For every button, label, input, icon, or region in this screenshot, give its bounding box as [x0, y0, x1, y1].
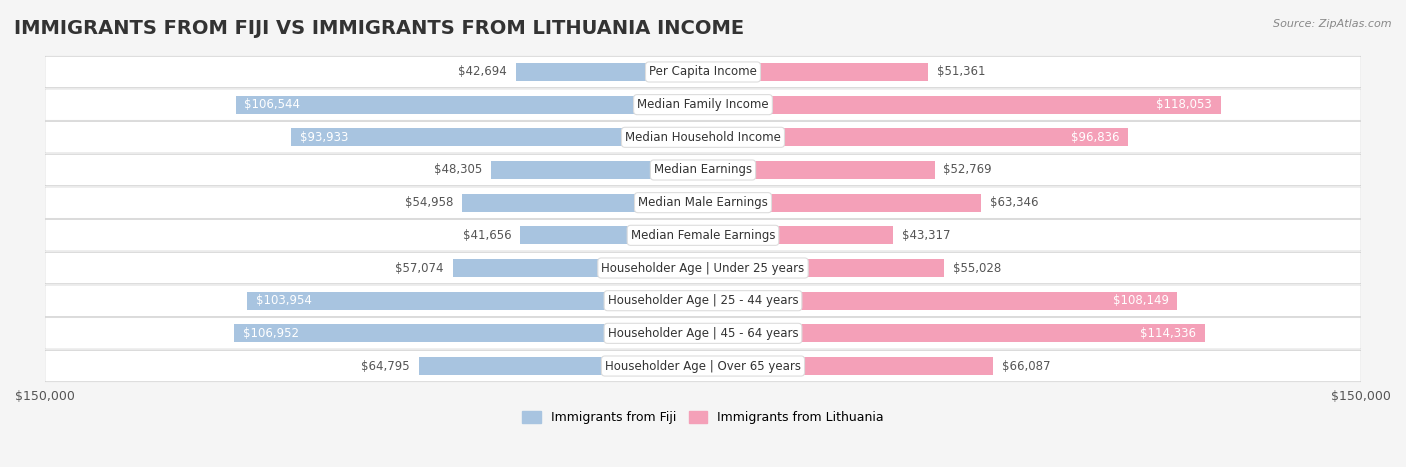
FancyBboxPatch shape [45, 121, 1361, 153]
Text: $103,954: $103,954 [256, 294, 312, 307]
Text: $54,958: $54,958 [405, 196, 453, 209]
Text: $64,795: $64,795 [361, 360, 411, 373]
Bar [233, 325, 703, 342]
FancyBboxPatch shape [45, 252, 1361, 283]
Bar [703, 259, 945, 277]
Text: $108,149: $108,149 [1112, 294, 1168, 307]
Text: $106,544: $106,544 [245, 98, 301, 111]
Bar [703, 63, 928, 81]
Text: Median Household Income: Median Household Income [626, 131, 780, 144]
Bar [45, 350, 1361, 382]
Bar [491, 161, 703, 179]
Text: Householder Age | Over 65 years: Householder Age | Over 65 years [605, 360, 801, 373]
Text: $42,694: $42,694 [458, 65, 508, 78]
Text: $51,361: $51,361 [938, 65, 986, 78]
FancyBboxPatch shape [45, 318, 1361, 349]
Bar [703, 292, 1177, 310]
Bar [703, 96, 1220, 113]
Text: $66,087: $66,087 [1001, 360, 1050, 373]
FancyBboxPatch shape [45, 219, 1361, 251]
Bar [453, 259, 703, 277]
Bar [45, 154, 1361, 186]
Text: Per Capita Income: Per Capita Income [650, 65, 756, 78]
Text: $96,836: $96,836 [1070, 131, 1119, 144]
Text: Median Male Earnings: Median Male Earnings [638, 196, 768, 209]
Bar [45, 252, 1361, 284]
Bar [45, 121, 1361, 154]
Text: $55,028: $55,028 [953, 262, 1001, 275]
Bar [45, 284, 1361, 317]
Text: Householder Age | 45 - 64 years: Householder Age | 45 - 64 years [607, 327, 799, 340]
Bar [45, 186, 1361, 219]
Text: Median Earnings: Median Earnings [654, 163, 752, 177]
FancyBboxPatch shape [45, 154, 1361, 186]
Text: $48,305: $48,305 [434, 163, 482, 177]
Bar [703, 325, 1205, 342]
Text: Median Family Income: Median Family Income [637, 98, 769, 111]
Text: $63,346: $63,346 [990, 196, 1038, 209]
Text: $118,053: $118,053 [1156, 98, 1212, 111]
FancyBboxPatch shape [45, 187, 1361, 219]
Text: $114,336: $114,336 [1140, 327, 1197, 340]
Bar [45, 88, 1361, 121]
Text: $106,952: $106,952 [243, 327, 298, 340]
Legend: Immigrants from Fiji, Immigrants from Lithuania: Immigrants from Fiji, Immigrants from Li… [517, 406, 889, 429]
Bar [236, 96, 703, 113]
Text: Source: ZipAtlas.com: Source: ZipAtlas.com [1274, 19, 1392, 28]
Bar [703, 226, 893, 244]
Bar [703, 161, 935, 179]
Text: $52,769: $52,769 [943, 163, 991, 177]
Text: Householder Age | 25 - 44 years: Householder Age | 25 - 44 years [607, 294, 799, 307]
Text: $93,933: $93,933 [299, 131, 349, 144]
Bar [45, 56, 1361, 88]
Bar [45, 219, 1361, 252]
Bar [516, 63, 703, 81]
Bar [703, 357, 993, 375]
FancyBboxPatch shape [45, 57, 1361, 88]
Text: $41,656: $41,656 [463, 229, 512, 242]
Text: Median Female Earnings: Median Female Earnings [631, 229, 775, 242]
Bar [45, 317, 1361, 350]
FancyBboxPatch shape [45, 285, 1361, 316]
Text: $57,074: $57,074 [395, 262, 444, 275]
Bar [419, 357, 703, 375]
FancyBboxPatch shape [45, 89, 1361, 120]
Bar [703, 194, 981, 212]
Bar [463, 194, 703, 212]
Text: $43,317: $43,317 [901, 229, 950, 242]
Bar [703, 128, 1128, 146]
Bar [520, 226, 703, 244]
Text: Householder Age | Under 25 years: Householder Age | Under 25 years [602, 262, 804, 275]
Bar [291, 128, 703, 146]
FancyBboxPatch shape [45, 350, 1361, 382]
Bar [247, 292, 703, 310]
Text: IMMIGRANTS FROM FIJI VS IMMIGRANTS FROM LITHUANIA INCOME: IMMIGRANTS FROM FIJI VS IMMIGRANTS FROM … [14, 19, 744, 38]
